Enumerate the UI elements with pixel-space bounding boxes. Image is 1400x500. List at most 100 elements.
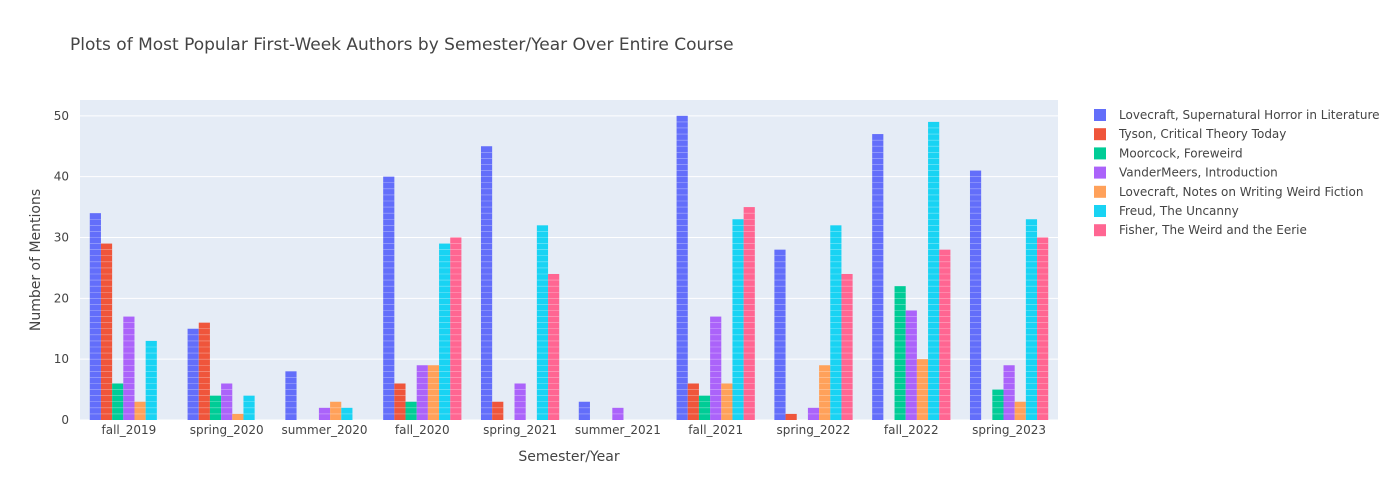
bars [89, 115, 1049, 421]
bar [221, 383, 233, 420]
bar-segment-lines [450, 243, 462, 415]
legend-swatch [1094, 224, 1106, 237]
bar-segment-lines [578, 407, 590, 415]
bar-fill [536, 225, 549, 420]
bar-fill [341, 407, 353, 420]
x-tick-label: summer_2021 [575, 423, 661, 437]
bar [841, 273, 853, 420]
legend-item[interactable]: Freud, The Uncanny [1094, 204, 1239, 218]
bar [928, 121, 940, 421]
legend: Lovecraft, Supernatural Horror in Litera… [1094, 108, 1380, 237]
bar-fill [383, 176, 395, 420]
bar [830, 225, 842, 420]
bar-segment-lines [330, 407, 342, 415]
bar-fill [89, 213, 101, 420]
bar-fill [807, 407, 820, 420]
bar-series [112, 286, 1004, 420]
bar [123, 316, 135, 420]
bar [198, 322, 210, 420]
x-tick-label: spring_2023 [972, 423, 1046, 437]
bar-fill [872, 134, 884, 421]
legend-item[interactable]: Lovecraft, Supernatural Horror in Litera… [1094, 108, 1380, 122]
bar-segment-lines [710, 322, 722, 415]
bar [1003, 365, 1015, 420]
bar-segment-lines [698, 401, 711, 415]
bar-segment-lines [819, 371, 831, 415]
bar-segment-lines [198, 328, 210, 415]
bar [439, 243, 451, 420]
bar-series [134, 359, 1026, 420]
legend-label: Fisher, The Weird and the Eerie [1119, 223, 1307, 237]
legend-item[interactable]: Moorcock, Foreweird [1094, 146, 1243, 160]
bar-fill [916, 359, 929, 420]
bar-fill [405, 401, 417, 420]
bar-series [100, 243, 797, 420]
legend-item[interactable]: Lovecraft, Notes on Writing Weird Fictio… [1094, 185, 1363, 199]
bar-segment-lines [383, 182, 395, 415]
bar-fill [612, 407, 624, 420]
bar-fill [774, 249, 786, 420]
bar [492, 401, 504, 420]
bar [1037, 237, 1049, 420]
legend-swatch [1094, 128, 1106, 141]
bar [969, 170, 982, 420]
bar-fill [416, 365, 428, 420]
bar-fill [243, 395, 255, 420]
bar-segment-lines [721, 389, 733, 415]
bar-fill [698, 395, 711, 420]
bar-segment-lines [145, 346, 157, 415]
y-axis-ticks: 0 10 20 30 40 50 [54, 109, 69, 427]
legend-label: Moorcock, Foreweird [1119, 146, 1243, 160]
x-tick-label: spring_2022 [777, 423, 851, 437]
x-axis-title: Semester/Year [518, 449, 620, 465]
bar [480, 146, 493, 420]
bar [774, 249, 786, 420]
bar-fill [743, 207, 755, 420]
bar [134, 401, 146, 420]
bar-fill [232, 413, 244, 420]
bar [905, 310, 917, 420]
x-tick-label: spring_2020 [190, 423, 264, 437]
bar-fill [939, 249, 951, 420]
bar [285, 371, 297, 420]
y-tick-label: 10 [54, 352, 69, 366]
legend-item[interactable]: VanderMeers, Introduction [1094, 166, 1278, 180]
bar-fill [134, 401, 146, 420]
legend-label: Lovecraft, Notes on Writing Weird Fictio… [1119, 185, 1363, 199]
bar [1014, 401, 1026, 420]
bar-segment-lines [394, 389, 406, 415]
bar-fill [992, 389, 1004, 420]
bar [710, 316, 722, 420]
legend-swatch [1094, 109, 1106, 121]
bar [872, 134, 884, 421]
bar [318, 407, 331, 420]
legend-swatch [1094, 205, 1106, 217]
bar-segment-lines [123, 322, 135, 415]
bar-fill [285, 371, 297, 420]
bar [721, 383, 733, 420]
bar-series [145, 121, 1038, 421]
bar-fill [1025, 219, 1038, 420]
bar [1025, 219, 1038, 420]
bar-fill [318, 407, 331, 420]
legend-item[interactable]: Fisher, The Weird and the Eerie [1094, 223, 1307, 237]
bar-segment-lines [939, 255, 951, 415]
bar-fill [198, 322, 210, 420]
bar-segment-lines [928, 127, 940, 415]
bar [112, 383, 124, 420]
bar-fill [450, 237, 462, 420]
bar-segment-lines [480, 152, 493, 415]
bar-segment-lines [536, 231, 549, 415]
bar-fill [1014, 401, 1026, 420]
bar-segment-lines [112, 389, 124, 415]
bar [209, 395, 222, 420]
bar [578, 401, 590, 420]
bar [698, 395, 711, 420]
bar [676, 115, 688, 420]
bar-segment-lines [243, 401, 255, 415]
bar [819, 365, 831, 420]
y-tick-label: 40 [54, 170, 69, 184]
legend-item[interactable]: Tyson, Critical Theory Today [1094, 127, 1286, 141]
bar-fill [439, 243, 451, 420]
bar-fill [394, 383, 406, 420]
